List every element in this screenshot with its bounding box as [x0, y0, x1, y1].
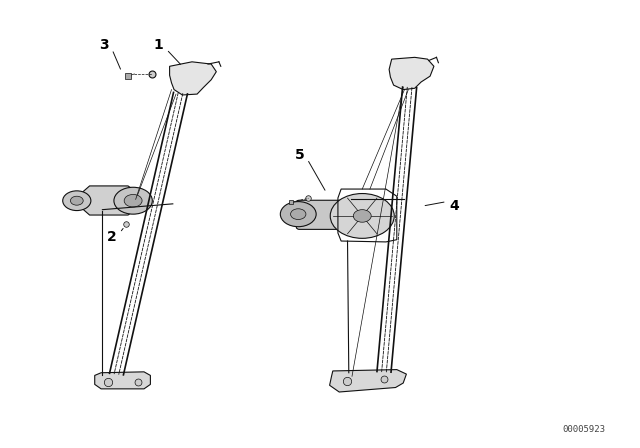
Circle shape: [114, 187, 152, 214]
Circle shape: [70, 196, 83, 205]
Circle shape: [353, 210, 371, 222]
Polygon shape: [330, 370, 406, 392]
Circle shape: [291, 209, 306, 220]
Text: 4: 4: [449, 199, 460, 213]
Polygon shape: [389, 57, 434, 90]
Circle shape: [330, 194, 394, 238]
Circle shape: [124, 194, 142, 207]
Polygon shape: [95, 372, 150, 389]
Text: 2: 2: [107, 230, 117, 245]
Polygon shape: [82, 186, 138, 215]
Circle shape: [63, 191, 91, 211]
Text: 1: 1: [154, 38, 164, 52]
FancyBboxPatch shape: [296, 200, 344, 229]
Text: 3: 3: [99, 38, 109, 52]
Polygon shape: [170, 62, 216, 95]
Text: 5: 5: [294, 147, 305, 162]
Circle shape: [280, 202, 316, 227]
Text: 00005923: 00005923: [562, 425, 605, 434]
